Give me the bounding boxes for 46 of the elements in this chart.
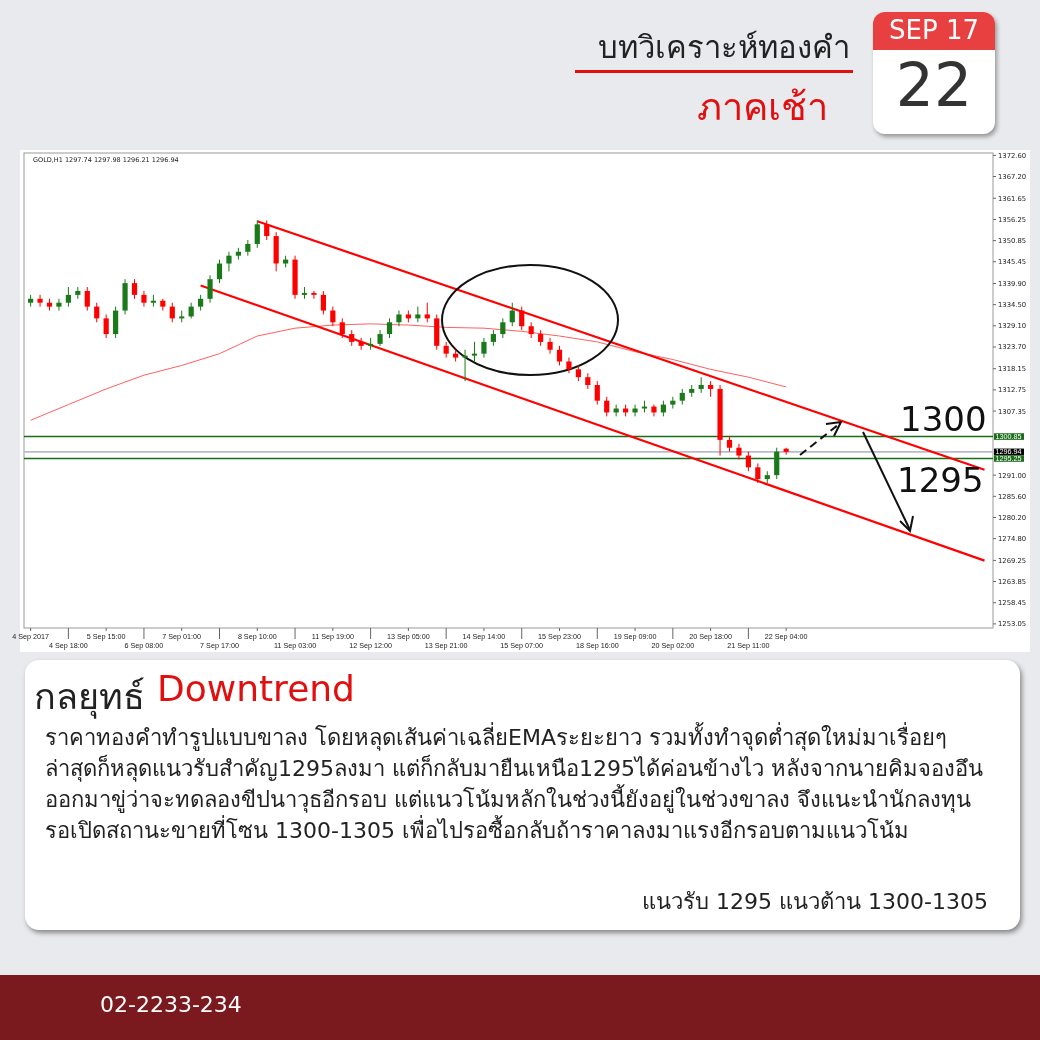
candlestick xyxy=(424,302,430,323)
candlestick xyxy=(745,451,751,472)
candlestick xyxy=(651,404,657,417)
candlestick xyxy=(169,302,175,323)
candlestick xyxy=(471,341,478,362)
candlestick xyxy=(141,290,147,308)
annotation: 1300 xyxy=(900,398,987,439)
text: Downtrend xyxy=(157,668,355,709)
candlestick xyxy=(330,306,336,327)
candlestick xyxy=(216,259,223,284)
candlestick xyxy=(84,286,90,312)
candlestick xyxy=(103,313,109,339)
candlestick xyxy=(320,290,326,315)
candlestick xyxy=(311,290,317,300)
candlestick xyxy=(755,462,761,484)
line-series xyxy=(30,323,787,421)
candlestick xyxy=(481,337,487,359)
candlestick xyxy=(254,219,260,249)
candlestick xyxy=(547,337,553,355)
candlestick xyxy=(113,306,119,339)
candlestick xyxy=(37,294,43,308)
text: 02-2233-234 xyxy=(100,992,242,1017)
chart-title: บทวิเคราะห์ทองคำ xyxy=(597,28,850,67)
candlestick xyxy=(339,317,345,339)
text: ราคาทองคำทำรูปแบบขาลง โดยหลุดเส้นค่าเฉลี่ยEMAระยะยาว รวมทั้งทำจุดต่ำสุดใหม่มาเรื่อยๆ ล่าสุดก็หลุดแนวรับสำคัญ1295ลงมา แต่ก็กลับมายืนเหนือ1295ได้ค่อนข้างไว หลังจากนายคิมจองอึนออกมาขู่ว่าจะทดลองขีปนาวุธอีกรอบ แต่แนวโน้มหลักในช่วงนี้ยังอยู่ในช่วงขาลง จึงแนะนำนักลงทุนรอเปิดสถานะขายที่โซน 1300-1305 เพื่อไปรอซื้อกลับถ้าราคาลงมาแรงอีกรอบตามแนวโน้ม xyxy=(45,722,984,845)
candlestick xyxy=(519,306,525,331)
candlestick xyxy=(632,404,638,417)
candlestick xyxy=(56,298,62,312)
chart-subtitle: ภาคเช้า xyxy=(696,84,828,131)
candlestick xyxy=(509,302,515,327)
candlestick xyxy=(594,380,600,406)
candlestick xyxy=(207,274,213,304)
candlestick xyxy=(556,345,563,366)
candlestick xyxy=(462,349,468,382)
annotation: 1295 xyxy=(897,460,984,501)
candlestick xyxy=(604,396,610,417)
text: กลยุทธ์ xyxy=(34,675,145,721)
candlestick xyxy=(94,302,100,323)
candlestick xyxy=(386,317,393,339)
candlestick xyxy=(65,286,71,308)
text: 22 xyxy=(894,50,974,120)
candlestick xyxy=(226,251,232,272)
candlestick xyxy=(500,317,506,339)
text: SEP 17 xyxy=(888,15,980,45)
candlestick xyxy=(131,278,138,300)
text: แนวรับ 1295 แนวต้าน 1300-1305 xyxy=(641,888,988,916)
